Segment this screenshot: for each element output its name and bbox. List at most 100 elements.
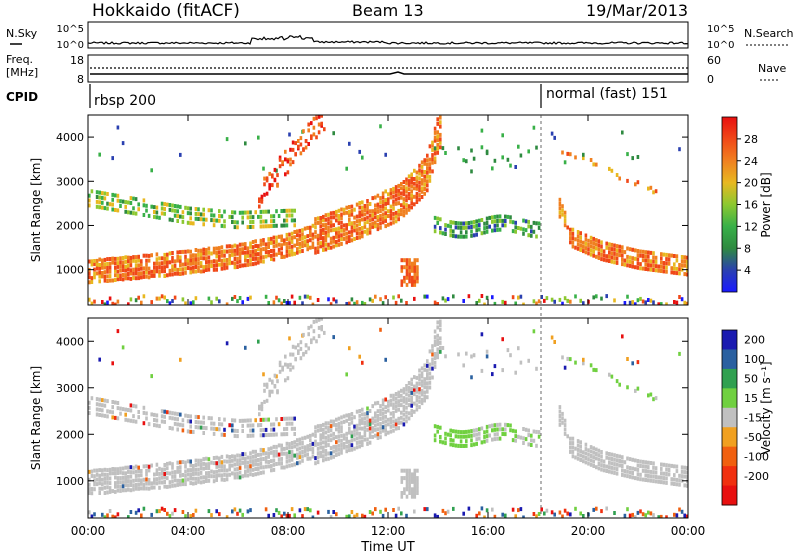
data-cell [184, 258, 187, 263]
data-cell [634, 458, 637, 463]
data-cell [579, 440, 582, 445]
data-cell [522, 231, 525, 236]
data-cell [470, 148, 473, 153]
data-cell [493, 219, 497, 224]
data-cell [402, 404, 406, 409]
data-cell [181, 473, 185, 477]
data-cell [103, 206, 107, 211]
data-cell [647, 250, 650, 255]
data-cell [179, 152, 182, 157]
data-cell [173, 213, 177, 218]
data-cell [475, 513, 478, 518]
data-cell [322, 449, 325, 454]
data-cell [260, 404, 264, 409]
data-cell [355, 409, 359, 414]
data-cell [402, 197, 406, 202]
data-cell [329, 451, 333, 456]
data-cell [410, 184, 413, 189]
data-cell [472, 220, 476, 224]
data-cell [407, 179, 411, 184]
data-cell [186, 220, 190, 225]
data-cell [446, 223, 450, 228]
data-cell [408, 268, 411, 273]
data-cell [483, 439, 486, 444]
data-cell [233, 220, 237, 225]
data-cell [623, 250, 627, 255]
data-cell [124, 204, 127, 209]
data-cell [626, 254, 629, 259]
data-cell [652, 263, 655, 268]
data-cell [276, 183, 279, 188]
data-cell [194, 257, 198, 262]
data-cell [675, 482, 679, 487]
data-cell [98, 468, 101, 473]
colorbar-tick-label: 24 [744, 155, 758, 168]
data-cell [361, 417, 364, 422]
data-cell [301, 441, 304, 445]
data-cell [251, 240, 255, 244]
data-cell [504, 432, 507, 437]
data-cell [303, 243, 307, 248]
data-cell [218, 464, 221, 469]
data-cell [121, 484, 125, 489]
data-cell [314, 246, 317, 251]
data-cell [673, 477, 676, 482]
data-cell [410, 193, 413, 198]
data-cell [265, 398, 269, 403]
data-cell [233, 295, 237, 299]
data-cell [657, 264, 660, 269]
data-cell [166, 260, 169, 265]
data-cell [587, 243, 590, 247]
data-cell [522, 436, 525, 441]
data-cell [405, 258, 409, 263]
data-cell [381, 195, 385, 200]
data-cell [202, 431, 205, 435]
data-cell [389, 402, 393, 407]
data-cell [371, 209, 374, 214]
data-cell [582, 244, 585, 249]
data-cell [348, 422, 351, 427]
data-cell [129, 201, 133, 205]
data-cell [561, 514, 564, 518]
data-cell [257, 260, 260, 265]
data-cell [298, 241, 302, 246]
data-cell [600, 450, 603, 454]
data-cell [297, 343, 300, 348]
data-cell [220, 432, 224, 437]
data-cell [641, 459, 645, 464]
data-cell [381, 425, 385, 430]
data-cell [179, 250, 182, 255]
data-cell [160, 294, 164, 299]
data-cell [264, 507, 268, 512]
data-cell [88, 411, 91, 415]
data-cell [290, 213, 294, 218]
data-cell [280, 417, 283, 421]
data-cell [163, 472, 166, 476]
data-cell [262, 465, 265, 470]
power-x-ticks [87, 115, 689, 305]
data-cell [678, 267, 681, 272]
data-cell [647, 473, 650, 478]
data-cell [306, 444, 309, 449]
data-cell [223, 219, 226, 224]
data-cell [298, 441, 302, 446]
data-cell [403, 468, 406, 473]
data-cell [361, 443, 364, 448]
data-cell [517, 144, 520, 149]
data-cell [436, 429, 439, 434]
data-cell [290, 239, 294, 244]
data-cell [210, 251, 213, 256]
data-cell [366, 441, 369, 446]
data-cell [304, 145, 308, 150]
data-cell [202, 479, 205, 484]
data-cell [418, 180, 421, 185]
data-cell [264, 209, 268, 214]
data-cell [413, 483, 417, 488]
data-cell [134, 464, 138, 469]
data-cell [475, 437, 478, 442]
data-cell [231, 463, 234, 468]
nave-tick-top: 60 [707, 54, 721, 67]
data-cell [179, 204, 182, 209]
data-cell [348, 439, 351, 444]
